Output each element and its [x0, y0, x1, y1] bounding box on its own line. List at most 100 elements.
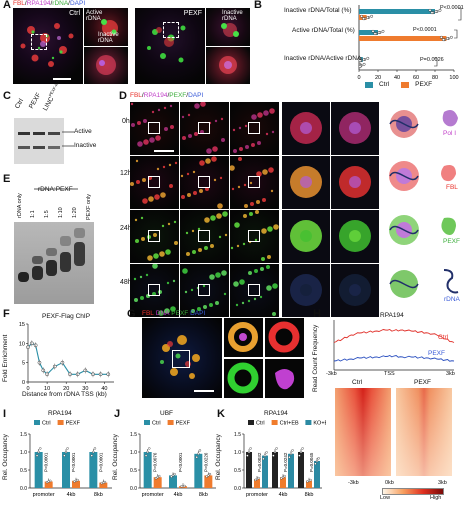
b-row-label-2: Inactive rDNA/Active rDNA — [284, 55, 362, 62]
panel-label-k: K — [217, 408, 225, 420]
gel-c — [14, 118, 64, 164]
ctrl-micrograph: Ctrl — [13, 8, 83, 84]
legend-label: Ctrl+EB — [280, 421, 299, 427]
dot — [317, 457, 320, 460]
b-xtick-label: 20 — [375, 75, 381, 81]
stain-sep: / — [141, 92, 144, 99]
h-heat-tick-2: 3kb — [438, 480, 447, 486]
category-label: 8kb — [305, 492, 314, 498]
d-zoom-cell — [331, 264, 379, 317]
dot — [103, 480, 107, 484]
b-xtick-label: 80 — [432, 75, 438, 81]
legend-label: Ctrl — [152, 421, 161, 427]
d-micrograph-cell — [230, 264, 279, 317]
bar-ctrl — [359, 9, 435, 14]
panel-a-stain-label: FBL/RPA194/rDNA/DAPI — [13, 0, 85, 7]
panel-label-g: G — [127, 308, 136, 320]
ytick-label: 0.0 — [20, 486, 27, 492]
stain-rpa194: RPA194 — [143, 92, 168, 99]
zoom-box — [198, 230, 210, 242]
c-active-label: Active — [74, 128, 92, 135]
stain-sep: / — [188, 310, 191, 317]
ytick-label: 0.5 — [234, 468, 241, 474]
zoom-box — [31, 34, 47, 50]
legend-ctrl: Ctrl — [379, 81, 390, 88]
zoom-box — [148, 230, 160, 242]
dot — [246, 454, 249, 457]
f-ytick-label: 10 — [19, 341, 25, 347]
legend-swatch — [34, 420, 40, 425]
dot — [283, 474, 286, 478]
bar-pexf — [44, 481, 53, 488]
stain-sep: / — [68, 0, 70, 7]
zoom-box — [198, 176, 210, 188]
bar-koeb — [314, 461, 320, 488]
stain-sep: / — [50, 0, 53, 7]
category-label: 8kb — [94, 492, 103, 498]
d-micrograph-cell — [180, 102, 229, 155]
h-heat-tick-1: 0kb — [385, 480, 394, 486]
f-xtick-label: 20 — [63, 386, 69, 392]
dot — [156, 476, 159, 479]
ytick-label: 1.5 — [20, 432, 27, 438]
d-micrograph-cell — [130, 210, 179, 263]
panel-label-h: H — [313, 308, 321, 320]
e-lane-5: PEXF only — [86, 194, 92, 220]
pexf-micrograph: PEXF — [135, 8, 205, 84]
bar-pexf — [99, 482, 108, 488]
c-arrows — [62, 131, 74, 147]
scale-bar — [194, 390, 214, 392]
f-series-line — [27, 342, 109, 376]
h-heat-label-pexf: PEXF — [414, 379, 431, 386]
stain-rpa194: RPA194 — [26, 0, 51, 7]
scale-bar — [154, 150, 174, 152]
pexf-label: PEXF — [183, 10, 202, 17]
d-legend-fbl: FBL — [446, 184, 458, 191]
legend-label: Ctrl — [42, 421, 51, 427]
h-line-ctrl — [333, 329, 455, 343]
zoom-box — [198, 122, 210, 134]
dot — [449, 35, 453, 39]
dot — [144, 454, 148, 457]
stain-sep: / — [167, 92, 170, 99]
k-title: RPA194 — [264, 410, 288, 417]
stain-rdna: rDNA — [52, 0, 69, 7]
dot — [309, 478, 312, 482]
ctrl-zoom-1: Active rDNA Inactive rDNA — [84, 8, 128, 46]
dot — [63, 454, 66, 457]
dot — [66, 447, 69, 450]
d-zoom-cell — [282, 156, 330, 209]
dot — [273, 450, 277, 454]
d-micrograph-cell — [230, 102, 279, 155]
legend-swatch — [305, 420, 312, 425]
h-heatmap-pexf — [396, 388, 452, 476]
d-zoom-cell — [282, 264, 330, 317]
zoom-box — [148, 176, 160, 188]
bar-ctrleb — [306, 480, 312, 488]
ytick-label: 1.5 — [130, 432, 137, 438]
dot — [262, 457, 265, 461]
c-lane-linc: LINCPEXF-KO — [40, 80, 64, 113]
bar-ctrl — [34, 452, 43, 488]
dot — [298, 454, 301, 457]
pvalue: P=0.0032 — [257, 452, 262, 472]
f-xlabel: Distance from rDNA TSS (kb) — [22, 391, 107, 398]
dot — [301, 447, 304, 450]
dot — [299, 450, 303, 454]
dot — [360, 14, 364, 18]
active-rdna-label: Active rDNA — [86, 10, 103, 22]
dot — [198, 449, 202, 452]
bar-koeb — [288, 453, 294, 488]
bar-ctrleb — [254, 479, 260, 488]
legend-swatch — [57, 420, 64, 425]
f-chart: 0 5 10 15 0 10 20 30 40 — [19, 322, 114, 392]
dot — [275, 447, 278, 450]
heat-overlay — [396, 388, 452, 476]
panel-b-chart: 0 20 40 60 80 100 — [357, 5, 462, 81]
pvalue: P=0.0226 — [203, 452, 208, 472]
ytick-label: 0.5 — [130, 468, 137, 474]
b-pvalue-2: P=0.0026 — [420, 57, 444, 63]
category-label: 4kb — [279, 492, 288, 498]
pvalue: P=0.0076 — [153, 452, 158, 472]
ytick-label: 0.5 — [20, 468, 27, 474]
